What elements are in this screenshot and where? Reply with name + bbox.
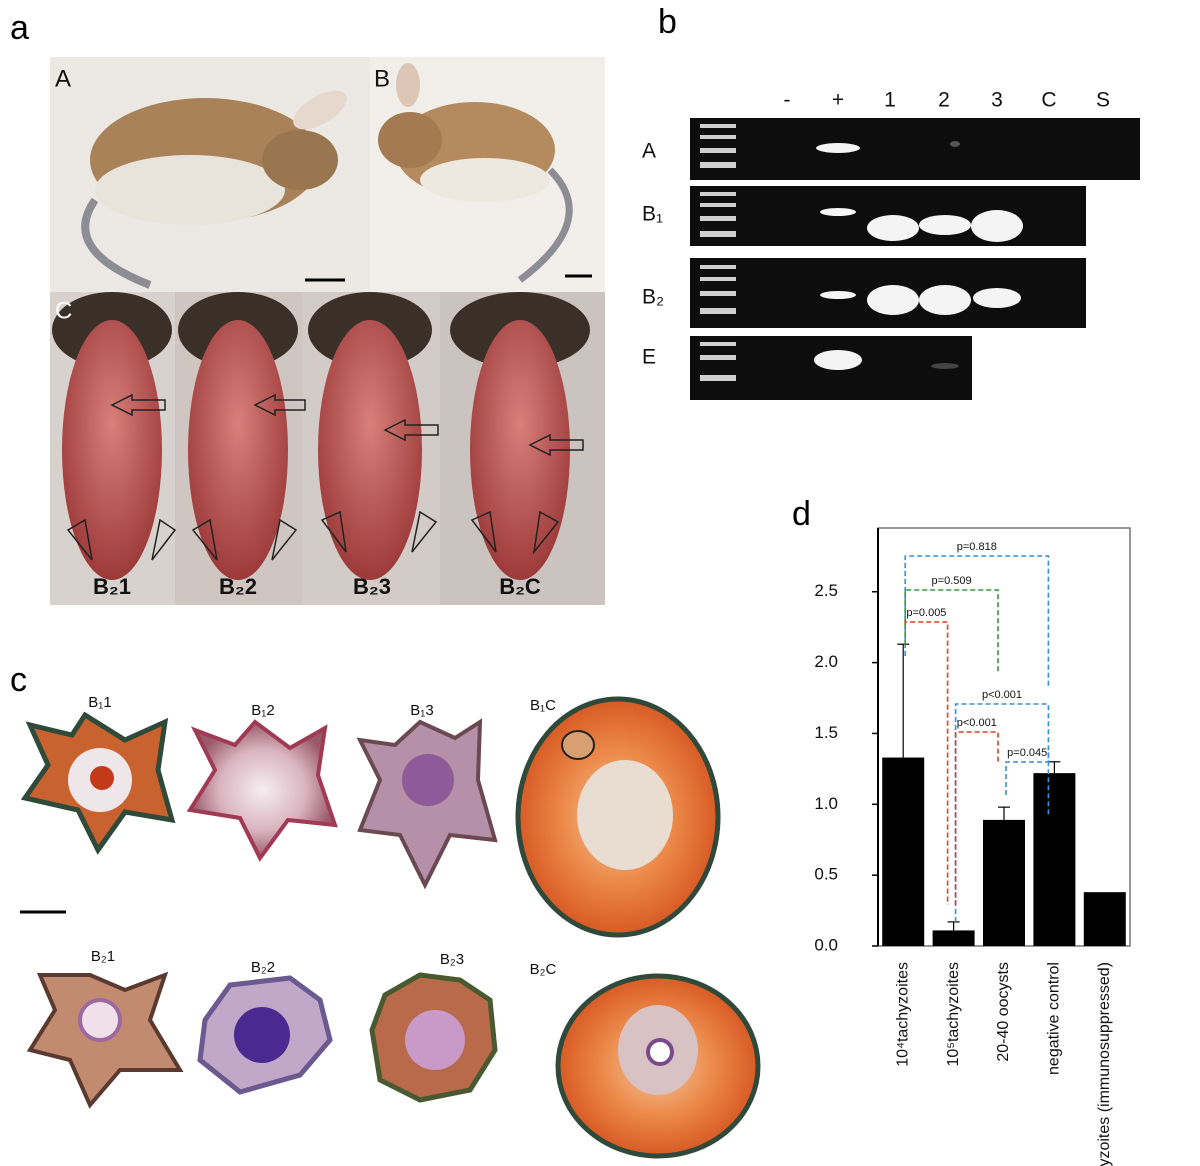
section-label: B₂3	[440, 951, 464, 968]
panel-label: c	[10, 661, 27, 699]
lane-label: 3	[991, 89, 1003, 112]
lane-label: C	[1041, 89, 1056, 112]
bar	[983, 819, 1025, 946]
comparison-label: p=0.005	[906, 607, 946, 619]
comparison-bracket	[954, 731, 999, 905]
section-label: B₁C	[530, 697, 556, 714]
x-tick-label: negative control	[1046, 962, 1063, 1075]
comparison-label: p<0.001	[982, 689, 1022, 701]
comparison-label: p=0.509	[932, 575, 972, 587]
section-label: B₂C	[530, 961, 557, 978]
specimen-label: B₂2	[219, 574, 257, 599]
bar	[1083, 892, 1126, 946]
y-tick-label: 2.5	[814, 581, 838, 600]
bar	[932, 930, 975, 946]
gel-panel-b: - + 1 2 3 C S A B₁ B₂ E	[642, 89, 1140, 400]
x-tick-label: 20-40 oocysts	[995, 962, 1012, 1062]
specimen-label: B₂C	[499, 574, 541, 599]
section-label: B₁3	[410, 702, 433, 719]
y-tick-label: 0.5	[814, 865, 838, 884]
row-label: A	[642, 140, 656, 163]
row-label: E	[642, 346, 656, 369]
y-tick-label: 2.0	[814, 652, 838, 671]
section-label: B₁1	[88, 694, 111, 711]
comparison-label: p=0.818	[957, 541, 997, 553]
comparison-bracket	[904, 555, 1050, 686]
section-label: B₂1	[91, 948, 115, 965]
lane-label: S	[1096, 89, 1110, 112]
comparison-bracket	[1005, 748, 1050, 795]
lane-label: -	[784, 89, 791, 112]
photo-panel-a: A B C B₂1 B₂2 B₂3 B₂C	[50, 57, 605, 605]
histology-panel-c: B₁1 B₁2 B₁3 B₁C B₂1 B₂2 B₂3 B₂C	[20, 694, 761, 1159]
photo-label: B	[374, 65, 390, 92]
row-label: B₁	[642, 203, 663, 226]
section-label: B₂2	[251, 959, 275, 976]
lane-label: +	[832, 89, 844, 112]
x-tick-label: 10⁴tachyzoites	[894, 962, 911, 1067]
specimen-label: B₂3	[353, 574, 391, 599]
comparison-bracket	[904, 589, 999, 672]
bar	[1033, 773, 1076, 946]
x-tick-label: 10⁵tachyzoites	[945, 962, 962, 1066]
section-label: B₁2	[251, 702, 274, 719]
row-label: B₂	[642, 286, 664, 309]
photo-label: A	[55, 65, 71, 92]
comparison-label: p<0.001	[957, 717, 997, 729]
bar	[882, 757, 925, 946]
comparison-bracket	[904, 621, 949, 905]
y-tick-label: 0.0	[814, 935, 838, 954]
panel-label: d	[792, 495, 811, 533]
lane-label: 1	[884, 89, 896, 112]
comparison-label: p=0.045	[1007, 747, 1047, 759]
lane-label: 2	[938, 89, 950, 112]
y-tick-label: 1.5	[814, 723, 838, 742]
panel-label: b	[658, 3, 677, 41]
x-tick-label: 10⁴tachyzoites (immunosuppressed)	[1096, 962, 1113, 1166]
specimen-label: B₂1	[93, 574, 131, 599]
y-tick-label: 1.0	[814, 794, 838, 813]
panel-label: a	[10, 9, 29, 47]
photo-label: C	[55, 297, 72, 324]
